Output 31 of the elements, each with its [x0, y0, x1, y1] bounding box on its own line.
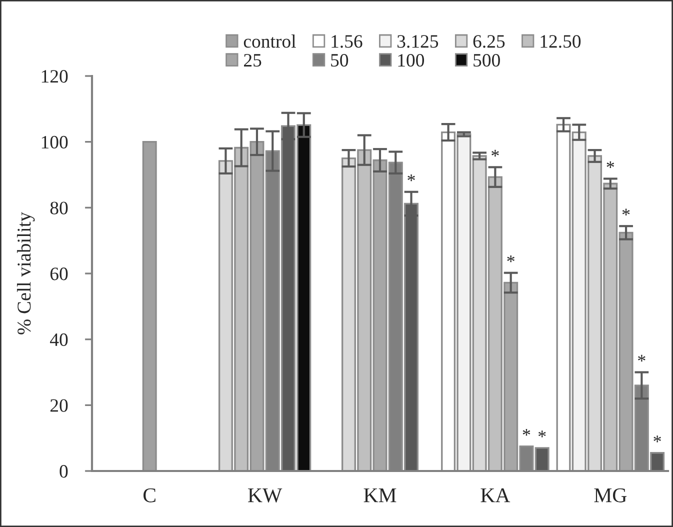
x-tick-label: C: [144, 488, 156, 502]
legend-label: 1.56: [332, 35, 362, 48]
x-tick-label: MG: [594, 488, 627, 502]
y-axis-title: % Cell viability: [17, 212, 35, 334]
data-label: *: [538, 430, 546, 438]
y-tick-label: 80: [50, 202, 68, 214]
legend-label: 500: [474, 54, 500, 67]
x-tick-label: KA: [480, 488, 510, 502]
y-tick-label: 60: [50, 268, 68, 280]
data-label: *: [606, 161, 614, 168]
y-tick-label: 20: [50, 399, 68, 412]
legend-label: 100: [398, 54, 424, 67]
y-tick-label: 40: [50, 333, 68, 346]
legend-label: 3.125: [398, 35, 438, 48]
y-tick-label: 120: [42, 70, 68, 83]
data-label: *: [638, 354, 646, 362]
legend-label: control: [244, 34, 296, 48]
legend-label: 50: [331, 54, 348, 67]
data-label: *: [654, 436, 661, 442]
data-label: *: [492, 150, 499, 156]
legend-label: 6.25: [473, 35, 505, 48]
y-tick-label: 0: [60, 465, 68, 478]
data-label: *: [522, 429, 530, 436]
legend-label: 12.50: [540, 35, 581, 48]
x-tick-label: KW: [248, 488, 282, 502]
legend-label: 25: [244, 54, 262, 67]
data-label: *: [408, 174, 415, 182]
y-tick-label: 100: [42, 136, 68, 149]
data-label: *: [507, 256, 514, 262]
x-tick-label: KM: [364, 488, 396, 502]
data-label: *: [622, 208, 630, 216]
